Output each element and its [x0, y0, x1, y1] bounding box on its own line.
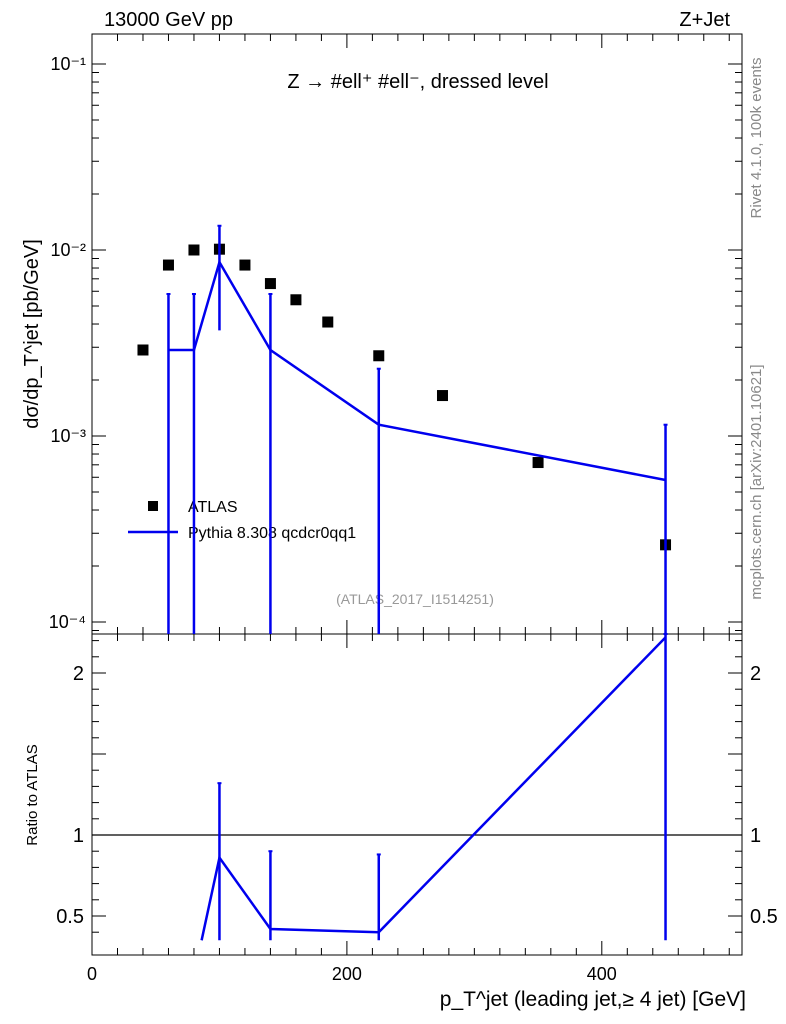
atlas-data-point [239, 259, 251, 271]
main-title: Z → #ell⁺ #ell⁻, dressed level [287, 71, 548, 93]
ratio-y-tick-label: 2 [750, 663, 761, 685]
x-tick-label: 400 [587, 964, 617, 984]
ratio-y-axis-label: Ratio to ATLAS [24, 744, 41, 845]
ratio-y-tick-label: 0.5 [56, 906, 84, 928]
ratio-axes: 0 200 400 0.5 0.5 1 1 2 2 [56, 634, 778, 984]
main-axes: 10⁻⁴ 10⁻³ 10⁻² 10⁻¹ [49, 34, 742, 634]
atlas-data-point [290, 294, 302, 306]
energy-label: 13000 GeV pp [104, 9, 233, 31]
main-y-tick-label: 10⁻³ [50, 426, 86, 446]
x-tick-label: 200 [332, 964, 362, 984]
source-label: mcplots.cern.ch [arXiv:2401.10621] [748, 364, 765, 599]
atlas-data-point [322, 316, 334, 328]
ratio-y-tick-label: 0.5 [750, 906, 778, 928]
ratio-plot-frame [91, 633, 743, 956]
atlas-data-point [188, 244, 200, 256]
main-y-axis-label: dσ/dp_T^jet [pb/GeV] [21, 239, 43, 429]
main-y-tick-label: 10⁻² [50, 240, 86, 260]
ratio-y-tick-label: 2 [73, 663, 84, 685]
main-y-tick-label: 10⁻⁴ [49, 612, 86, 632]
x-axis-label: p_T^jet (leading jet,≥ 4 jet) [GeV] [440, 988, 746, 1011]
main-series-marks [137, 224, 672, 634]
atlas-data-point [264, 278, 276, 290]
ratio-series-marks [200, 633, 668, 941]
atlas-data-point [137, 344, 149, 356]
ratio-y-tick-label: 1 [73, 825, 84, 847]
analysis-label: (ATLAS_2017_I1514251) [336, 591, 494, 607]
atlas-data-point [162, 259, 174, 271]
main-y-tick-label: 10⁻¹ [50, 54, 86, 74]
atlas-data-point [436, 390, 448, 402]
ratio-y-tick-label: 1 [750, 825, 761, 847]
legend-atlas-marker [148, 501, 158, 511]
ratio-series-line [200, 636, 667, 941]
legend-mc-label: Pythia 8.308 qcdcr0qq1 [188, 525, 356, 542]
atlas-data-point [373, 350, 385, 362]
atlas-data-point [532, 457, 544, 469]
process-label: Z+Jet [679, 9, 730, 31]
rivet-label: Rivet 4.1.0, 100k events [748, 58, 765, 219]
x-tick-label: 0 [87, 964, 97, 984]
legend-atlas-label: ATLAS [188, 499, 238, 516]
main-plot-frame [91, 33, 743, 635]
mc-series-line [168, 259, 666, 482]
